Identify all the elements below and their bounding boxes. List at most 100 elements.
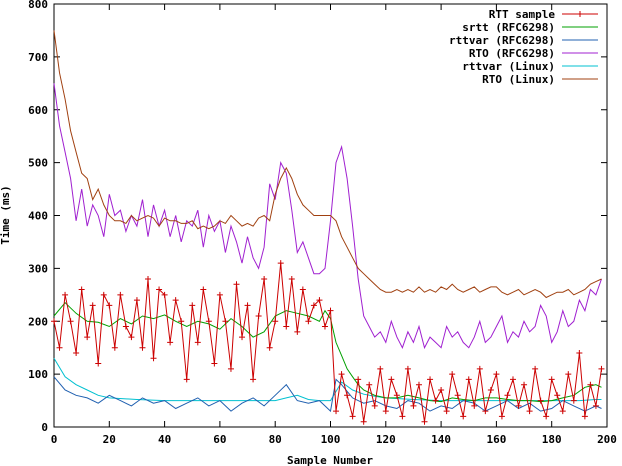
rtt-sample-point [272, 318, 279, 325]
rtt-sample-point [56, 344, 63, 351]
rtt-sample-point [427, 376, 434, 383]
rtt-sample-point [454, 392, 461, 399]
rtt-sample-point [432, 397, 439, 404]
rtt-sample-point [554, 392, 561, 399]
rtt-sample-point [227, 365, 234, 372]
y-tick-label: 300 [28, 262, 48, 275]
y-tick-label: 500 [28, 157, 48, 170]
x-axis-ticks: 0 20 40 60 80 100 120 140 160 180 200 [51, 4, 617, 446]
rtt-sample-point [117, 291, 124, 298]
rtt-sample-point [145, 275, 152, 282]
rtt-sample-point [393, 392, 400, 399]
rtt-sample-point [51, 318, 57, 325]
series-line-1 [53, 301, 602, 403]
rtt-sample-point [172, 297, 179, 304]
legend-marker [577, 11, 583, 17]
rtt-sample-point [205, 318, 212, 325]
x-tick-label: 100 [321, 433, 341, 446]
rtt-sample-point [587, 381, 594, 388]
rtt-sample-point [592, 402, 599, 409]
series-line-0 [53, 263, 602, 422]
y-tick-label: 800 [28, 0, 48, 11]
rtt-sample-point [283, 323, 290, 330]
rtt-sample-point [465, 376, 472, 383]
x-tick-label: 40 [158, 433, 171, 446]
rtt-sample-point [515, 402, 522, 409]
rtt-sample-point [133, 297, 140, 304]
rtt-sample-point [250, 376, 257, 383]
rtt-sample-point [338, 371, 345, 378]
rtt-sample-point [128, 334, 135, 341]
rtt-sample-point [581, 413, 588, 420]
legend-label: RTO (RFC6298) [469, 47, 555, 60]
rtt-sample-point [532, 365, 539, 372]
rtt-sample-point [537, 397, 544, 404]
rtt-sample-point [349, 413, 356, 420]
rtt-sample-point [377, 365, 384, 372]
legend-label: RTO (Linux) [482, 73, 555, 86]
rtt-sample-point [167, 339, 174, 346]
series-line-5 [53, 30, 602, 299]
rtt-sample-point [316, 297, 323, 304]
rtt-sample-point [67, 318, 74, 325]
y-tick-label: 600 [28, 104, 48, 117]
x-tick-label: 140 [431, 433, 451, 446]
series-line-4 [53, 358, 602, 402]
rtt-sample-point [321, 323, 328, 330]
rtt-sample-point [161, 291, 168, 298]
rtt-sample-point [559, 408, 566, 415]
rtt-sample-point [150, 355, 157, 362]
rtt-sample-point [200, 286, 207, 293]
rtt-sample-point [222, 318, 229, 325]
rtt-sample-point [122, 323, 129, 330]
y-tick-label: 700 [28, 51, 48, 64]
rtt-sample-point [277, 260, 284, 267]
rtt-sample-point [521, 381, 528, 388]
rtt-sample-point [388, 376, 395, 383]
rtt-sample-point [261, 275, 268, 282]
rtt-sample-point [548, 376, 555, 383]
rtt-sample-point [106, 302, 113, 309]
rtt-sample-point [565, 371, 572, 378]
rtt-sample-point [509, 376, 516, 383]
rtt-sample-point [299, 286, 306, 293]
rtt-sample-point [360, 418, 367, 425]
rtt-sample-point [498, 413, 505, 420]
y-axis-ticks: 0 100 200 300 400 500 600 700 800 [28, 0, 607, 434]
series-line-2 [53, 376, 602, 413]
x-tick-label: 20 [103, 433, 116, 446]
series-layer [51, 30, 605, 425]
rtt-sample-point [189, 302, 196, 309]
legend-label: rttvar (Linux) [462, 60, 555, 73]
rtt-sample-point [333, 408, 340, 415]
x-tick-label: 0 [51, 433, 58, 446]
rtt-sample-point [288, 275, 295, 282]
rtt-sample-point [239, 334, 246, 341]
x-tick-label: 160 [486, 433, 506, 446]
rtt-sample-point [382, 408, 389, 415]
rtt-sample-point [183, 376, 190, 383]
rtt-sample-point [233, 281, 240, 288]
rtt-sample-point [327, 307, 334, 314]
rtt-sample-point [100, 291, 107, 298]
rtt-sample-point [366, 381, 373, 388]
rtt-sample-point [156, 286, 163, 293]
rtt-sample-point [504, 392, 511, 399]
rtt-sample-point [576, 349, 583, 356]
legend-label: RTT sample [489, 8, 556, 21]
rtt-sample-point [344, 392, 351, 399]
x-tick-label: 200 [597, 433, 617, 446]
rtt-sample-point [216, 291, 223, 298]
x-tick-label: 120 [376, 433, 396, 446]
rtt-sample-point [255, 312, 262, 319]
x-tick-label: 80 [269, 433, 282, 446]
rtt-sample-point [526, 408, 533, 415]
rtt-sample-point [476, 365, 483, 372]
rtt-sample-point [139, 344, 146, 351]
rtt-sample-point [78, 286, 85, 293]
rtt-sample-point [482, 408, 489, 415]
rtt-sample-point [111, 344, 118, 351]
legend-label: rttvar (RFC6298) [449, 34, 555, 47]
